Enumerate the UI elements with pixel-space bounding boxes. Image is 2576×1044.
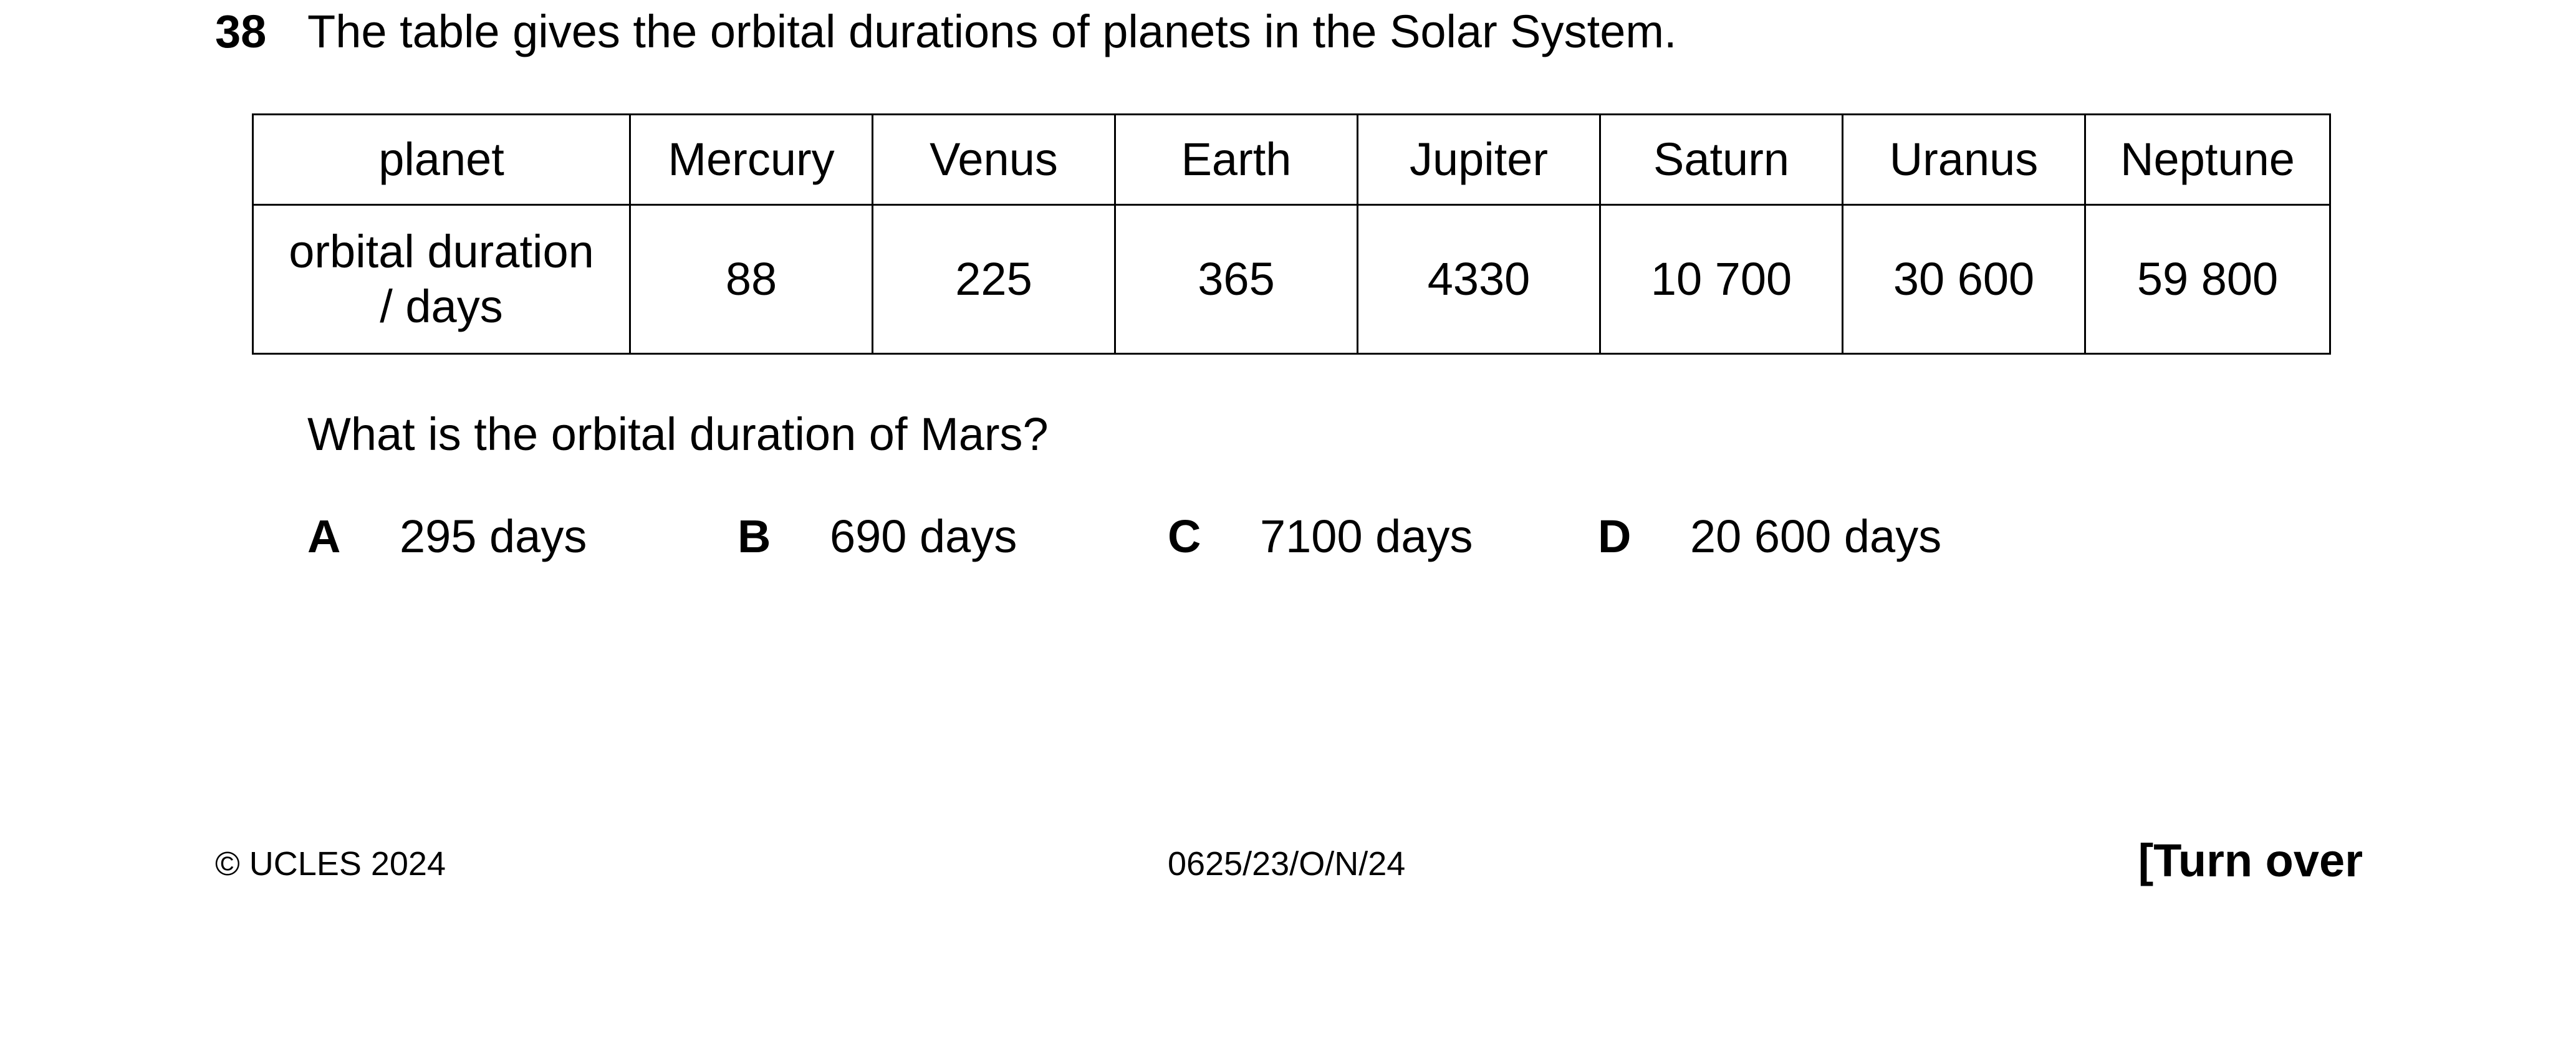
- footer-paper-code: 0625/23/O/N/24: [1168, 845, 1406, 883]
- planet-cell-neptune: Neptune: [2084, 113, 2331, 206]
- duration-cell-jupiter: 4330: [1357, 204, 1601, 355]
- footer-copyright: © UCLES 2024: [215, 845, 446, 883]
- option-d-text: 20 600 days: [1690, 510, 1942, 562]
- option-a-text: 295 days: [400, 510, 587, 562]
- option-b[interactable]: B 690 days: [738, 509, 1017, 565]
- header-label-cell: planet: [252, 113, 631, 206]
- planet-cell-saturn: Saturn: [1599, 113, 1843, 206]
- planet-cell-venus: Venus: [872, 113, 1116, 206]
- option-c[interactable]: C 7100 days: [1168, 509, 1473, 565]
- option-b-text: 690 days: [830, 510, 1017, 562]
- duration-cell-earth: 365: [1114, 204, 1358, 355]
- row-label-line-1: orbital duration: [289, 226, 594, 277]
- option-c-text: 7100 days: [1260, 510, 1473, 562]
- duration-cell-saturn: 10 700: [1599, 204, 1843, 355]
- option-d[interactable]: D 20 600 days: [1598, 509, 1941, 565]
- planet-cell-uranus: Uranus: [1842, 113, 2086, 206]
- planet-cell-mercury: Mercury: [629, 113, 873, 206]
- question-prompt: What is the orbital duration of Mars?: [307, 408, 1049, 460]
- question-stem: The table gives the orbital durations of…: [307, 6, 1677, 57]
- option-a[interactable]: A 295 days: [307, 509, 587, 565]
- duration-cell-uranus: 30 600: [1842, 204, 2086, 355]
- duration-cell-neptune: 59 800: [2084, 204, 2331, 355]
- option-c-letter: C: [1168, 510, 1201, 562]
- row-label-line-2: / days: [380, 280, 503, 332]
- option-d-letter: D: [1598, 510, 1632, 562]
- table-value-row: orbital duration / days 88 225 365 4330 …: [252, 204, 2331, 355]
- planet-cell-jupiter: Jupiter: [1357, 113, 1601, 206]
- table-header-row: planet Mercury Venus Earth Jupiter Satur…: [252, 113, 2331, 206]
- question-number: 38: [215, 6, 267, 57]
- footer-turn-over: [Turn over: [2138, 835, 2363, 886]
- option-a-letter: A: [307, 510, 341, 562]
- duration-cell-venus: 225: [872, 204, 1116, 355]
- planet-cell-earth: Earth: [1114, 113, 1358, 206]
- duration-cell-mercury: 88: [629, 204, 873, 355]
- orbital-duration-table: planet Mercury Venus Earth Jupiter Satur…: [252, 113, 2331, 355]
- row-label-cell: orbital duration / days: [252, 204, 631, 355]
- option-b-letter: B: [738, 510, 771, 562]
